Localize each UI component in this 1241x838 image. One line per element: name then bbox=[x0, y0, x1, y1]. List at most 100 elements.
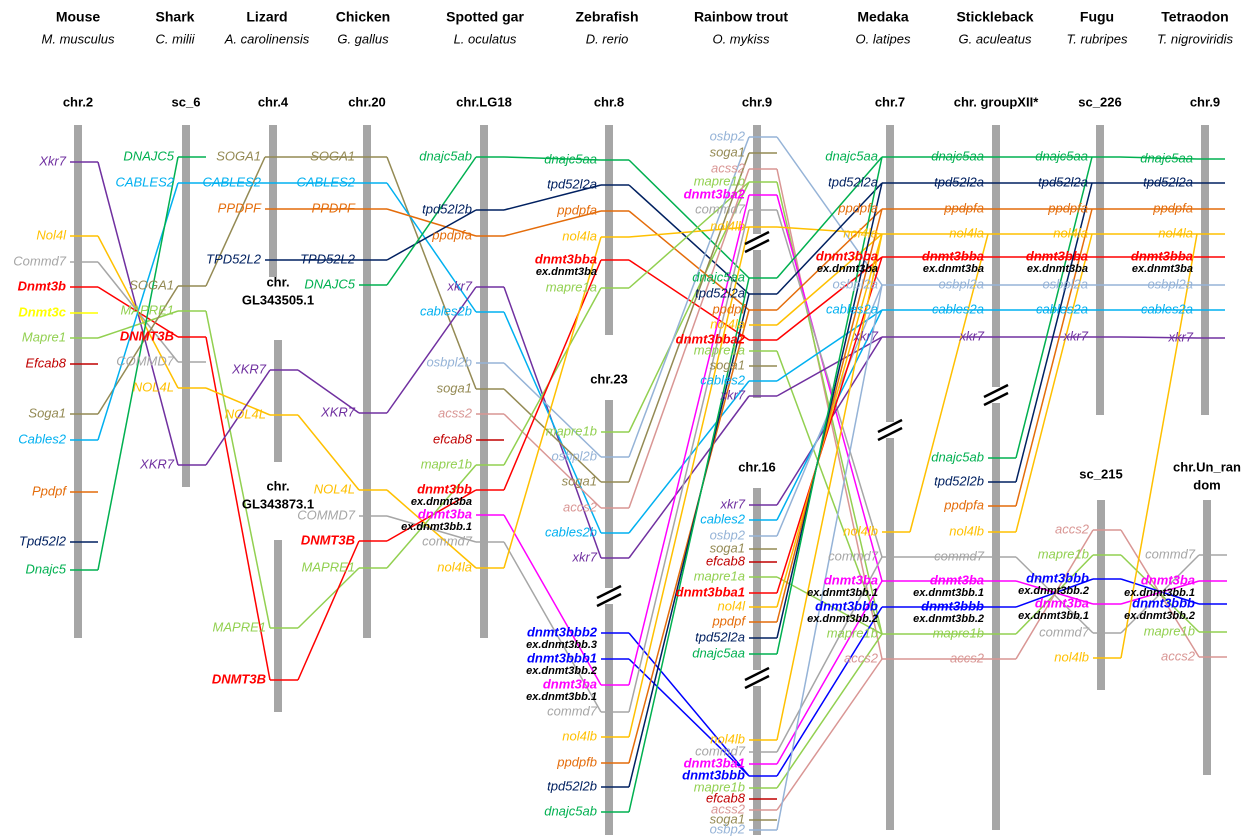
chromosome-label: dom bbox=[1193, 477, 1220, 492]
species-name: Medaka bbox=[857, 9, 909, 25]
gene-label: xkr7 bbox=[719, 496, 745, 511]
synteny-link bbox=[776, 580, 883, 765]
gene-label: osbpl2b bbox=[551, 448, 597, 463]
gene-label: Dnmt3c bbox=[18, 304, 66, 319]
gene-label: ppdpfa bbox=[943, 200, 984, 215]
gene-note: ex.dnmt3bb.2 bbox=[913, 613, 984, 625]
chromosome-label: chr.Un_ran bbox=[1173, 459, 1241, 474]
gene-label: SOGA1 bbox=[310, 148, 355, 163]
synteny-link bbox=[1120, 580, 1200, 605]
gene-note: ex.dnmt3bb.1 bbox=[401, 521, 472, 533]
synteny-link bbox=[97, 310, 179, 339]
gene-label: xkr7 bbox=[1062, 328, 1088, 343]
chromosome-label: sc_215 bbox=[1079, 466, 1122, 481]
synteny-link bbox=[205, 369, 271, 466]
gene-label: soga1 bbox=[710, 357, 745, 372]
gene-label: DNAJC5 bbox=[304, 276, 355, 291]
gene-label: DNAJC5 bbox=[123, 148, 174, 163]
gene-label: xkr7 bbox=[571, 549, 597, 564]
synteny-link bbox=[776, 156, 883, 655]
gene-note: ex.dnmt3bb.1 bbox=[1124, 587, 1195, 599]
gene-label: tpd52l2a bbox=[1038, 174, 1088, 189]
gene-label: commd7 bbox=[422, 533, 473, 548]
gene-note: ex.dnmt3bb.1 bbox=[807, 587, 878, 599]
gene-label: tpd52l2b bbox=[422, 201, 472, 216]
species-latin: G. aculeatus bbox=[959, 31, 1032, 46]
gene-label: cables2b bbox=[420, 303, 472, 318]
synteny-link bbox=[776, 350, 883, 635]
gene-label: mapre1b bbox=[546, 423, 597, 438]
gene-label: accs2 bbox=[950, 650, 985, 665]
gene-label: xkr7 bbox=[958, 328, 984, 343]
gene-label: Dnajc5 bbox=[26, 561, 67, 576]
gene-label: DNMT3B bbox=[301, 532, 355, 547]
gene-label: dnmt3ba bbox=[824, 572, 878, 587]
gene-label: cables2a bbox=[1141, 301, 1193, 316]
chromosome-label: chr.9 bbox=[1190, 94, 1220, 109]
species-latin: M. musculus bbox=[42, 31, 115, 46]
gene-label: ppdpfa bbox=[556, 202, 597, 217]
synteny-link bbox=[628, 136, 750, 458]
gene-label: COMMD7 bbox=[116, 353, 175, 368]
break-mark bbox=[983, 383, 1009, 399]
chromosome-bar bbox=[274, 340, 282, 462]
gene-note: ex.dnmt3bb.1 bbox=[913, 587, 984, 599]
gene-note: ex.dnmt3bb.2 bbox=[807, 613, 878, 625]
break-mark bbox=[877, 418, 903, 434]
gene-label: dnmt3bba bbox=[922, 248, 984, 263]
gene-label: mapre1b bbox=[1038, 546, 1089, 561]
synteny-link bbox=[205, 156, 266, 287]
gene-label: dnmt3ba bbox=[930, 572, 984, 587]
gene-label: dnmt3ba bbox=[418, 506, 472, 521]
gene-label: ppdpf bbox=[711, 301, 746, 316]
synteny-link bbox=[503, 514, 602, 686]
gene-label: nol4la bbox=[437, 559, 472, 574]
gene-label: mapre1a bbox=[546, 279, 597, 294]
species-latin: G. gallus bbox=[337, 31, 389, 46]
synteny-link bbox=[1120, 233, 1198, 659]
gene-label: CABLES2 bbox=[115, 174, 174, 189]
gene-label: ppdpfb bbox=[556, 754, 597, 769]
gene-label: dnmt3ba bbox=[1141, 572, 1195, 587]
synteny-link bbox=[1119, 336, 1198, 339]
gene-label: dnajc5aa bbox=[825, 148, 878, 163]
gene-label: Mapre1 bbox=[22, 329, 66, 344]
gene-label: Soga1 bbox=[28, 405, 66, 420]
chromosome-label: chr.20 bbox=[348, 94, 386, 109]
gene-label: commd7 bbox=[695, 743, 746, 758]
break-mark bbox=[744, 238, 770, 254]
species-name: Lizard bbox=[246, 9, 287, 25]
gene-label: commd7 bbox=[695, 201, 746, 216]
gene-label: cables2a bbox=[1036, 301, 1088, 316]
chromosome-label: chr.16 bbox=[738, 459, 776, 474]
gene-label: nol4la bbox=[1158, 225, 1193, 240]
gene-label: MAPRE1 bbox=[302, 559, 355, 574]
gene-label: Nol4l bbox=[36, 227, 67, 242]
chromosome-label: chr.8 bbox=[594, 94, 624, 109]
synteny-link bbox=[1119, 156, 1198, 160]
gene-label: xkr7 bbox=[1167, 329, 1193, 344]
gene-label: tpd52l2a bbox=[695, 629, 745, 644]
gene-label: SOGA1 bbox=[216, 148, 261, 163]
chromosome-bar bbox=[886, 125, 894, 830]
gene-label: PPDPF bbox=[218, 200, 262, 215]
species-latin: L. oculatus bbox=[454, 31, 517, 46]
synteny-link bbox=[776, 233, 883, 608]
synteny-link bbox=[1015, 208, 1093, 507]
gene-label: mapre1a bbox=[694, 342, 745, 357]
synteny-link bbox=[628, 152, 750, 483]
gene-label: Dnmt3b bbox=[18, 278, 66, 293]
gene-label: cables2 bbox=[700, 372, 746, 387]
gene-label: osbp2 bbox=[710, 527, 746, 542]
synteny-link bbox=[297, 567, 360, 629]
gene-label: dnajc5aa bbox=[931, 148, 984, 163]
species-latin: O. latipes bbox=[856, 31, 911, 46]
gene-label: cables2a bbox=[932, 301, 984, 316]
chromosome-label: chr. bbox=[266, 478, 289, 493]
gene-label: Tpd52l2 bbox=[19, 533, 67, 548]
gene-label: TPD52L2 bbox=[300, 251, 356, 266]
synteny-link bbox=[776, 226, 883, 235]
chromosome-bar bbox=[274, 540, 282, 712]
gene-label: nol4la bbox=[710, 316, 745, 331]
synteny-link bbox=[503, 184, 602, 211]
